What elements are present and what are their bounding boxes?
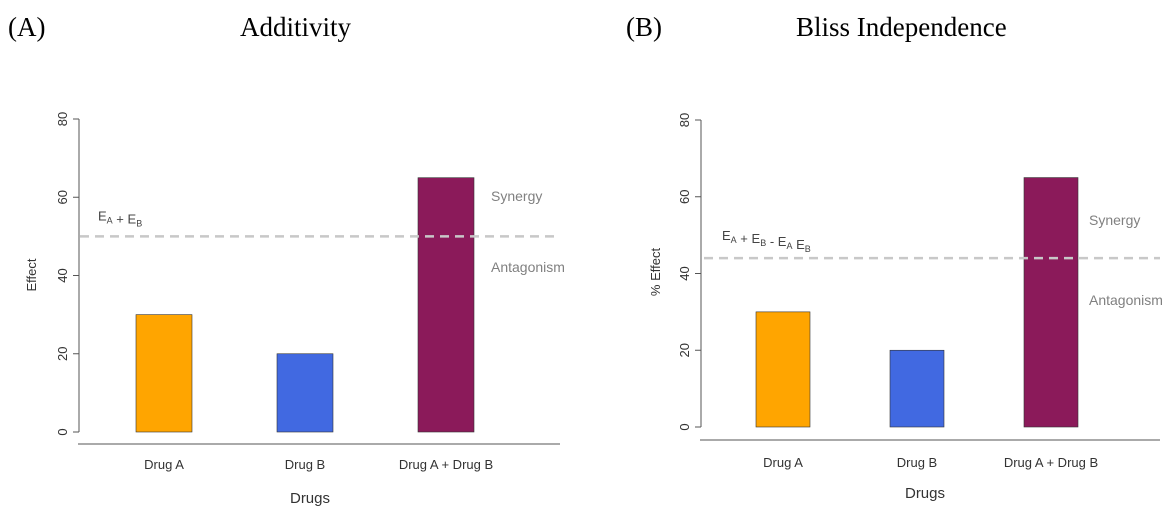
- panel-a-title: Additivity: [240, 12, 352, 42]
- bar-drug-a-drug-b: [1023, 177, 1079, 428]
- y-axis-label: % Effect: [648, 248, 663, 297]
- x-tick-label: Drug A: [144, 457, 184, 472]
- y-tick-label: 80: [677, 113, 692, 127]
- synergy-annotation: Synergy: [491, 188, 542, 204]
- panel-b-title: Bliss Independence: [796, 12, 1007, 42]
- bar-drug-a: [755, 311, 811, 428]
- panel-b-label: (B): [626, 12, 662, 42]
- antagonism-annotation: Antagonism: [491, 259, 565, 275]
- bar-drug-b: [889, 349, 945, 428]
- x-tick-label: Drug A: [763, 455, 803, 470]
- y-axis-label: Effect: [24, 258, 39, 291]
- reference-line-label: EA + EB - EA EB: [722, 228, 811, 254]
- x-tick-label: Drug B: [897, 455, 937, 470]
- bar-drug-b: [276, 353, 334, 433]
- y-tick-label: 60: [55, 190, 70, 204]
- y-tick-label: 20: [677, 343, 692, 357]
- x-axis-label: Drugs: [290, 490, 330, 507]
- y-tick-label: 0: [677, 423, 692, 430]
- reference-line-label: EA + EB: [98, 208, 142, 228]
- bar-drug-a-drug-b: [417, 177, 475, 433]
- x-tick-label: Drug A + Drug B: [1004, 455, 1098, 470]
- y-tick-label: 40: [677, 266, 692, 280]
- y-tick-label: 60: [677, 190, 692, 204]
- x-tick-label: Drug B: [285, 457, 325, 472]
- x-tick-label: Drug A + Drug B: [399, 457, 493, 472]
- bar-drug-a: [135, 314, 193, 433]
- x-axis-label: Drugs: [905, 485, 945, 502]
- panel-a-label: (A): [8, 12, 46, 42]
- antagonism-annotation: Antagonism: [1089, 292, 1163, 308]
- y-tick-label: 80: [55, 112, 70, 126]
- y-tick-label: 20: [55, 347, 70, 361]
- y-tick-label: 40: [55, 268, 70, 282]
- synergy-annotation: Synergy: [1089, 212, 1140, 228]
- y-tick-label: 0: [55, 428, 70, 435]
